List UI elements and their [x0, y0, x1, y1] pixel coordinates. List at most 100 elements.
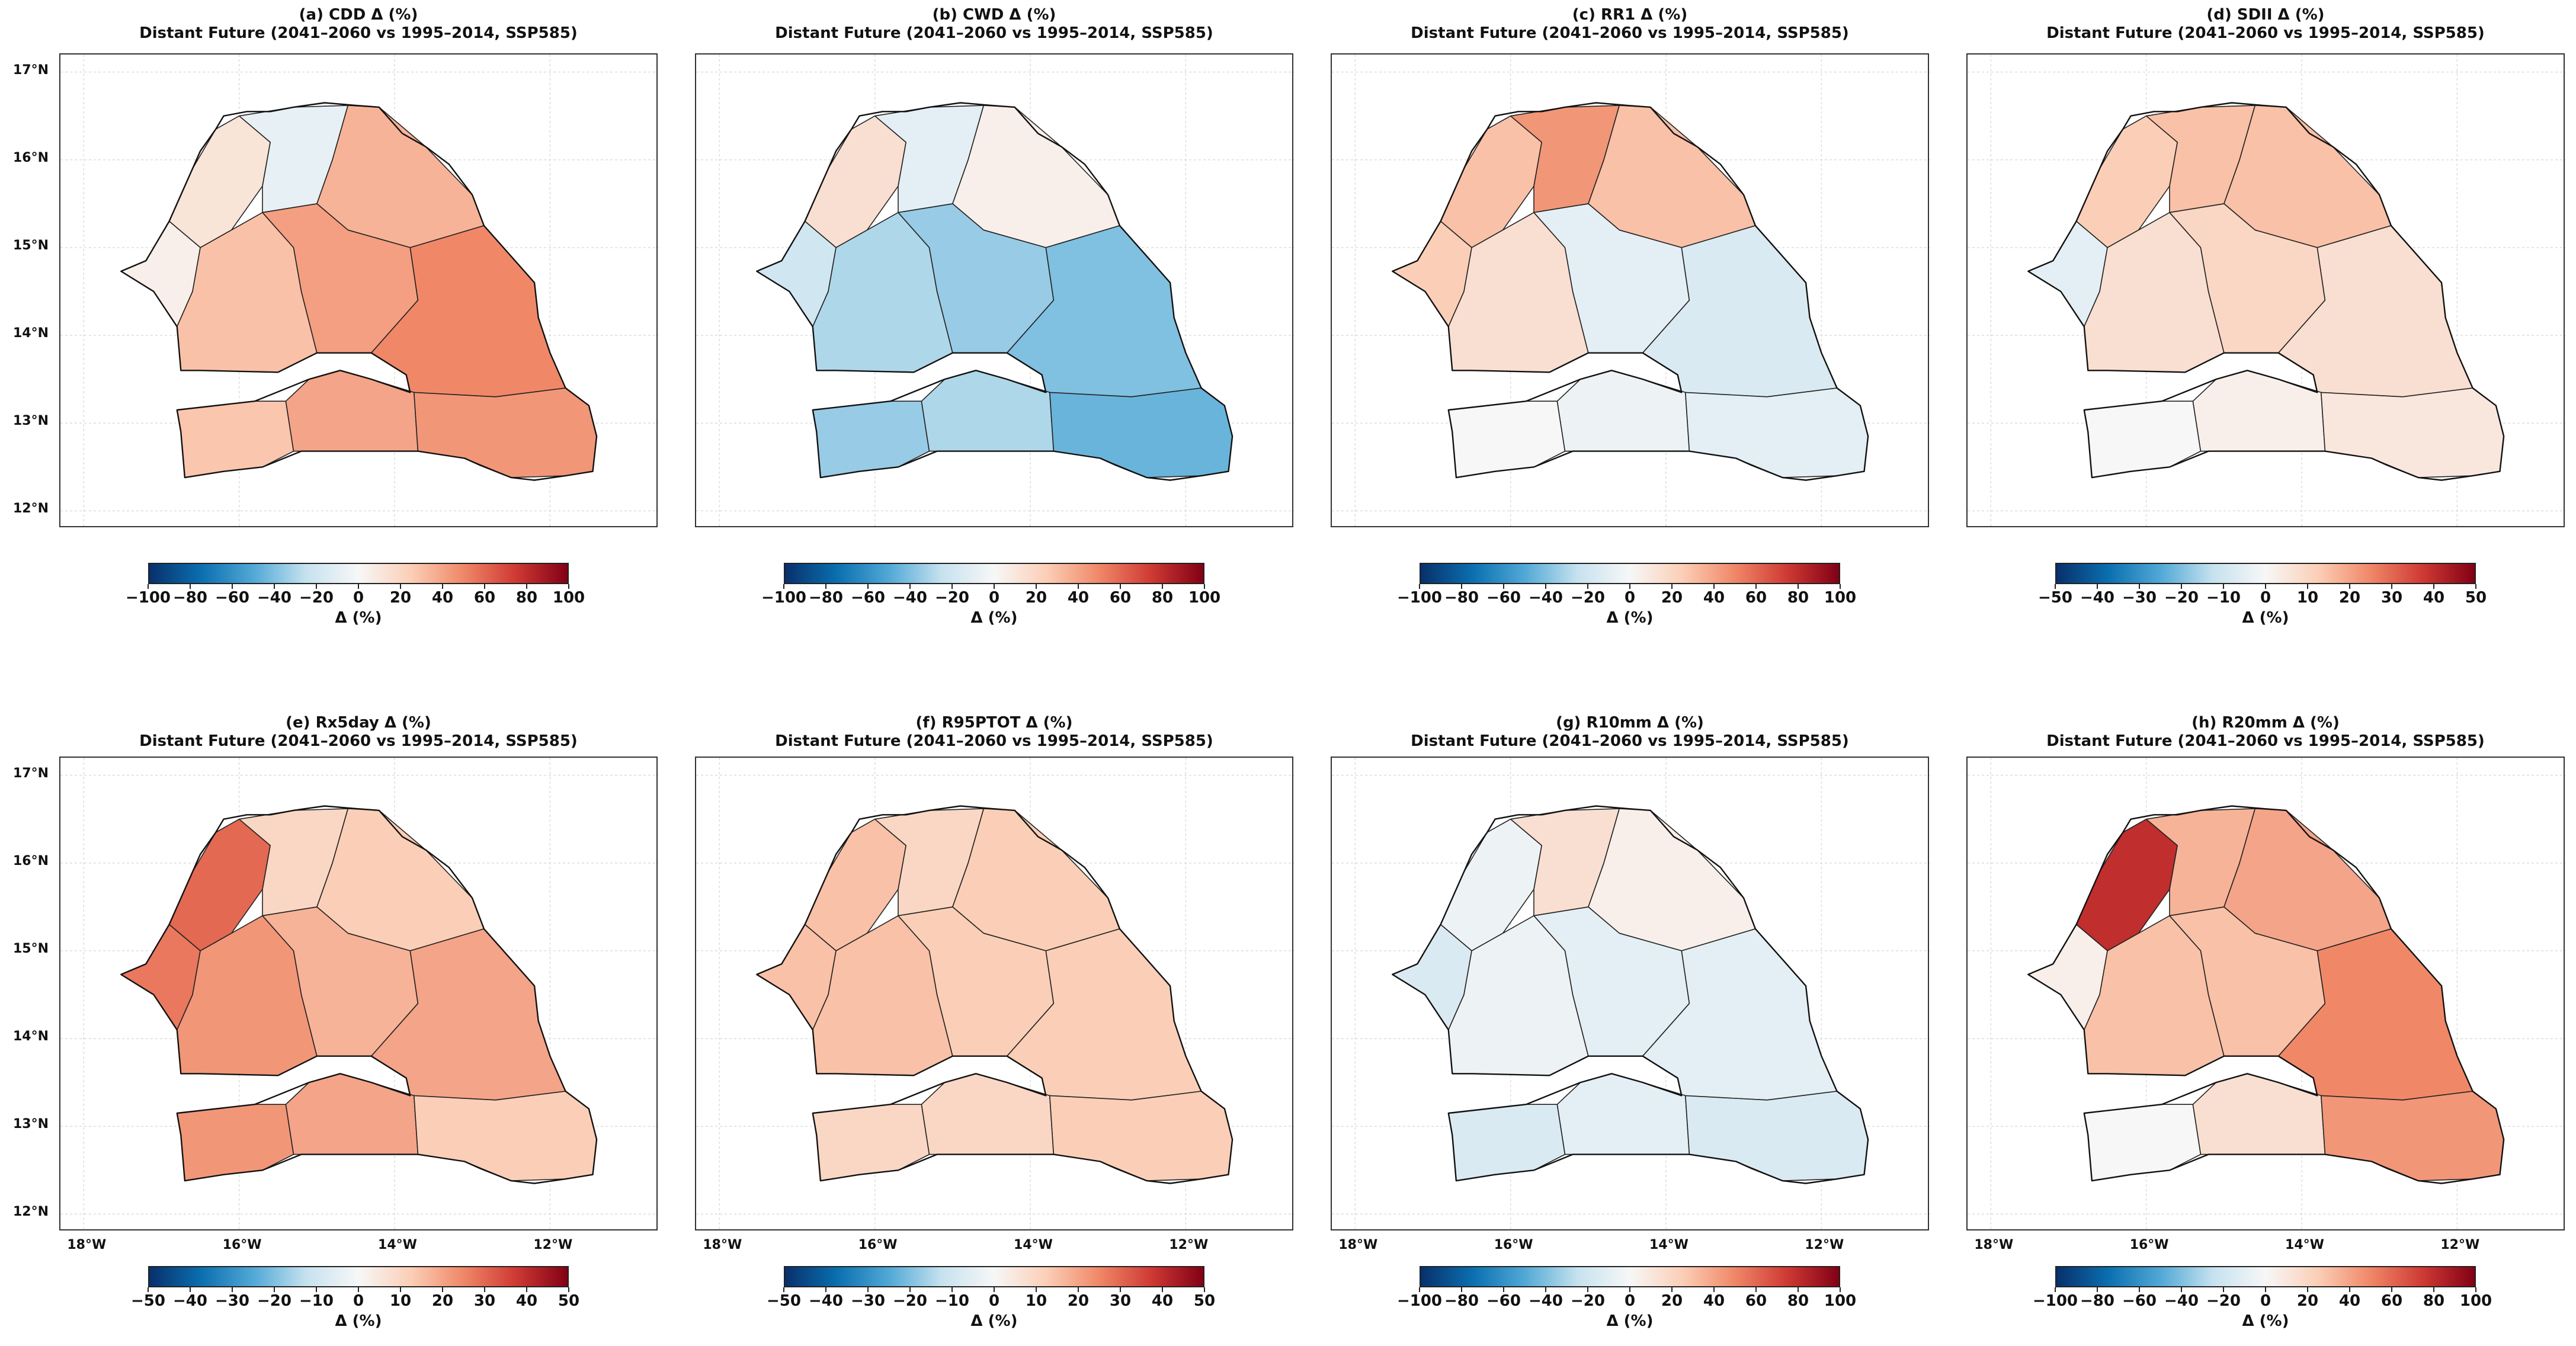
colorbar-label: Δ (%) — [2242, 609, 2289, 627]
colorbar-tick-label: 80 — [1787, 1292, 1809, 1310]
colorbar-tickmark — [1419, 584, 1420, 589]
colorbar-tick-label: 10 — [1025, 1292, 1047, 1310]
colorbar-tick-label: 0 — [353, 1292, 364, 1310]
colorbar-tick-label: 60 — [2380, 1292, 2403, 1310]
colorbar-tickmark — [1713, 584, 1715, 589]
panel-title: (c) RR1 Δ (%) — [1572, 6, 1688, 24]
colorbar-label: Δ (%) — [970, 1312, 1018, 1330]
colorbar-tick-label: −40 — [2164, 1292, 2199, 1310]
colorbar — [148, 1266, 569, 1287]
colorbar-tickmark — [2055, 1287, 2056, 1292]
colorbar-tick-label: 20 — [1067, 1292, 1090, 1310]
map-svg — [60, 55, 659, 528]
colorbar-tick-label: −30 — [2122, 589, 2157, 607]
colorbar-tick-label: 0 — [1624, 589, 1636, 607]
colorbar-tickmark — [400, 1287, 401, 1292]
region-south-east — [1684, 1091, 1869, 1181]
colorbar-tickmark — [1840, 584, 1841, 589]
region-south-west — [2084, 1104, 2202, 1181]
colorbar-tickmark — [2181, 1287, 2182, 1292]
colorbar-tickmark — [1078, 1287, 1079, 1292]
colorbar — [148, 563, 569, 584]
senegal-outline — [1392, 102, 1869, 481]
senegal-outline — [1392, 805, 1869, 1184]
colorbar-tickmark — [2391, 584, 2392, 589]
colorbar-tick-label: 20 — [2338, 589, 2361, 607]
colorbar-tickmark — [783, 584, 784, 589]
colorbar-tickmark — [1162, 1287, 1163, 1292]
lat-tick-label: 13°N — [13, 1117, 49, 1132]
colorbar-tick-label: 100 — [1824, 589, 1857, 607]
colorbar-tickmark — [1629, 1287, 1630, 1292]
colorbar-tickmark — [951, 584, 953, 589]
panel-subtitle: Distant Future (2041–2060 vs 1995–2014, … — [2046, 732, 2485, 750]
panel-subtitle: Distant Future (2041–2060 vs 1995–2014, … — [139, 732, 578, 750]
colorbar-tickmark — [274, 584, 275, 589]
map-svg — [1968, 758, 2566, 1232]
colorbar-tickmark — [1755, 584, 1757, 589]
colorbar-tickmark — [1162, 584, 1163, 589]
region-south-east — [1684, 387, 1869, 478]
map-frame — [59, 757, 659, 1232]
colorbar-tick-label: −20 — [1571, 589, 1605, 607]
lat-tick-label: 15°N — [13, 941, 49, 956]
colorbar-tick-label: 20 — [2296, 1292, 2319, 1310]
colorbar-tickmark — [1120, 584, 1121, 589]
colorbar-tickmark — [825, 584, 826, 589]
colorbar-tickmark — [909, 584, 911, 589]
lon-tick-label: 12°W — [1169, 1238, 1209, 1252]
lon-tick-label: 14°W — [378, 1238, 417, 1252]
colorbar-tickmark — [526, 584, 527, 589]
colorbar-tickmark — [232, 584, 233, 589]
colorbar-tick-label: −40 — [1529, 1292, 1563, 1310]
map-frame — [1331, 757, 1930, 1232]
colorbar-tick-label: −50 — [767, 1292, 801, 1310]
colorbar-tick-label: 10 — [2296, 589, 2319, 607]
colorbar-tick-label: −20 — [2206, 1292, 2241, 1310]
colorbar-tick-label: −40 — [2080, 589, 2114, 607]
colorbar-tickmark — [2139, 1287, 2140, 1292]
panel-subtitle: Distant Future (2041–2060 vs 1995–2014, … — [775, 732, 1213, 750]
colorbar-tickmark — [2391, 1287, 2392, 1292]
panel-subtitle: Distant Future (2041–2060 vs 1995–2014, … — [2046, 24, 2485, 42]
map-svg — [60, 758, 659, 1232]
colorbar-tickmark — [190, 584, 191, 589]
colorbar-label: Δ (%) — [1606, 1312, 1654, 1330]
colorbar-tickmark — [232, 1287, 233, 1292]
lat-tick-label: 14°N — [13, 326, 49, 341]
colorbar-tickmark — [1503, 584, 1504, 589]
region-south-central — [2192, 1073, 2326, 1155]
lat-tick-label: 16°N — [13, 150, 49, 165]
colorbar-tickmark — [1840, 1287, 1841, 1292]
colorbar-tickmark — [867, 1287, 869, 1292]
colorbar-tick-label: −20 — [257, 1292, 291, 1310]
colorbar-tickmark — [1798, 1287, 1799, 1292]
colorbar-tick-label: 20 — [431, 1292, 454, 1310]
panel-title: (g) R10mm Δ (%) — [1556, 714, 1704, 732]
panel-subtitle: Distant Future (2041–2060 vs 1995–2014, … — [1411, 24, 1849, 42]
colorbar-tickmark — [1545, 584, 1546, 589]
colorbar-tickmark — [148, 584, 149, 589]
lon-tick-label: 18°W — [1338, 1238, 1378, 1252]
colorbar-label: Δ (%) — [1606, 609, 1654, 627]
colorbar-tickmark — [2307, 584, 2308, 589]
colorbar-tickmark — [1798, 584, 1799, 589]
map-svg — [1332, 55, 1930, 528]
colorbar — [1420, 1266, 1840, 1287]
region-south-west — [2084, 400, 2202, 478]
colorbar-tick-label: 0 — [2260, 589, 2271, 607]
region-south-west — [177, 1104, 294, 1181]
colorbar-tick-label: 80 — [1151, 589, 1174, 607]
lon-tick-label: 18°W — [703, 1238, 742, 1252]
region-south-west — [812, 400, 930, 478]
lon-tick-label: 12°W — [2440, 1238, 2480, 1252]
colorbar-tick-label: 50 — [558, 1292, 580, 1310]
colorbar-tick-label: 100 — [552, 589, 585, 607]
colorbar-tick-label: 80 — [2423, 1292, 2445, 1310]
colorbar-tick-label: 30 — [1109, 1292, 1132, 1310]
colorbar-tick-label: −30 — [215, 1292, 249, 1310]
colorbar-tickmark — [2139, 584, 2140, 589]
colorbar-tick-label: 80 — [1787, 589, 1809, 607]
region-south-central — [921, 1073, 1055, 1155]
colorbar-tick-label: −40 — [893, 589, 927, 607]
